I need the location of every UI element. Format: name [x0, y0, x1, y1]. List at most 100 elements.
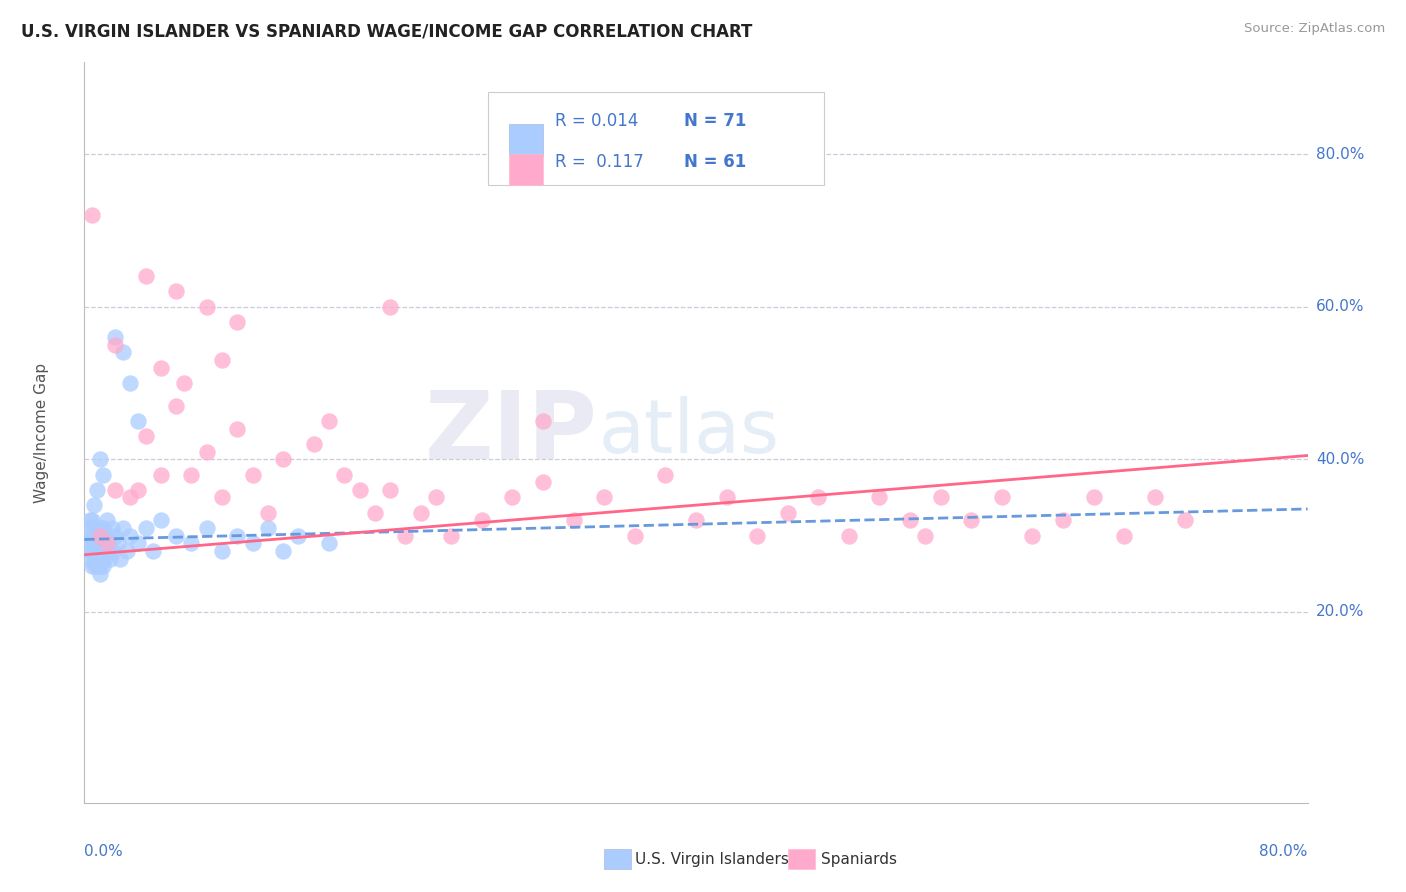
- Point: [195, 444, 218, 458]
- Point: [1021, 529, 1043, 543]
- Text: ZIP: ZIP: [425, 386, 598, 479]
- Point: [1083, 491, 1105, 505]
- Point: [83, 498, 105, 512]
- Point: [654, 467, 676, 482]
- Point: [111, 521, 134, 535]
- Point: [471, 513, 494, 527]
- Point: [1174, 513, 1197, 527]
- Point: [89, 536, 111, 550]
- Point: [96, 536, 118, 550]
- Point: [257, 521, 280, 535]
- Point: [90, 529, 112, 543]
- Point: [80, 559, 103, 574]
- Point: [960, 513, 983, 527]
- Point: [77, 521, 100, 535]
- Point: [108, 551, 131, 566]
- Point: [914, 529, 936, 543]
- Point: [624, 529, 647, 543]
- Text: 80.0%: 80.0%: [1316, 146, 1364, 161]
- Point: [89, 529, 111, 543]
- Point: [747, 529, 769, 543]
- Point: [86, 551, 108, 566]
- Point: [440, 529, 463, 543]
- Point: [79, 529, 101, 543]
- Point: [104, 483, 127, 497]
- Point: [271, 544, 294, 558]
- Text: Source: ZipAtlas.com: Source: ZipAtlas.com: [1244, 22, 1385, 36]
- Point: [83, 521, 105, 535]
- Point: [173, 376, 195, 390]
- Point: [135, 521, 157, 535]
- Point: [898, 513, 921, 527]
- Point: [165, 285, 187, 299]
- Point: [87, 559, 110, 574]
- Point: [86, 521, 108, 535]
- Point: [80, 513, 103, 527]
- Point: [104, 330, 127, 344]
- Point: [94, 529, 117, 543]
- Point: [333, 467, 356, 482]
- Point: [87, 544, 110, 558]
- Text: N = 61: N = 61: [683, 153, 747, 171]
- Point: [380, 300, 402, 314]
- Point: [83, 551, 105, 566]
- Point: [93, 536, 115, 550]
- Point: [211, 491, 233, 505]
- Point: [120, 491, 142, 505]
- Point: [1143, 491, 1166, 505]
- Point: [103, 544, 125, 558]
- Text: Spaniards: Spaniards: [821, 852, 897, 866]
- Text: Wage/Income Gap: Wage/Income Gap: [34, 362, 49, 503]
- Point: [91, 467, 114, 482]
- Point: [77, 551, 100, 566]
- Point: [104, 338, 127, 352]
- Point: [349, 483, 371, 497]
- Point: [91, 544, 114, 558]
- Point: [991, 491, 1014, 505]
- Point: [364, 506, 387, 520]
- Point: [80, 208, 103, 222]
- Point: [211, 544, 233, 558]
- Text: U.S. VIRGIN ISLANDER VS SPANIARD WAGE/INCOME GAP CORRELATION CHART: U.S. VIRGIN ISLANDER VS SPANIARD WAGE/IN…: [21, 22, 752, 40]
- Point: [531, 414, 554, 428]
- Point: [84, 544, 107, 558]
- Point: [776, 506, 799, 520]
- Point: [195, 521, 218, 535]
- Point: [89, 521, 111, 535]
- FancyBboxPatch shape: [488, 92, 824, 185]
- Point: [89, 544, 111, 558]
- Point: [195, 300, 218, 314]
- Point: [180, 536, 202, 550]
- Point: [89, 559, 111, 574]
- Point: [562, 513, 585, 527]
- Point: [142, 544, 165, 558]
- Point: [502, 491, 524, 505]
- Point: [127, 536, 149, 550]
- Point: [318, 414, 340, 428]
- Point: [97, 536, 120, 550]
- Point: [226, 422, 249, 436]
- Point: [135, 429, 157, 443]
- Point: [96, 544, 118, 558]
- Point: [84, 559, 107, 574]
- Point: [165, 399, 187, 413]
- Point: [271, 452, 294, 467]
- Text: R = 0.014: R = 0.014: [555, 112, 638, 130]
- Point: [287, 529, 309, 543]
- Point: [531, 475, 554, 490]
- Point: [1052, 513, 1074, 527]
- Point: [93, 551, 115, 566]
- Text: 20.0%: 20.0%: [1316, 605, 1364, 619]
- Point: [89, 566, 111, 581]
- Point: [1114, 529, 1136, 543]
- Point: [89, 452, 111, 467]
- Point: [89, 551, 111, 566]
- Text: 60.0%: 60.0%: [1316, 299, 1364, 314]
- Point: [318, 536, 340, 550]
- Point: [242, 536, 264, 550]
- Point: [120, 529, 142, 543]
- Point: [107, 536, 129, 550]
- Text: atlas: atlas: [598, 396, 779, 469]
- Point: [593, 491, 616, 505]
- Point: [127, 483, 149, 497]
